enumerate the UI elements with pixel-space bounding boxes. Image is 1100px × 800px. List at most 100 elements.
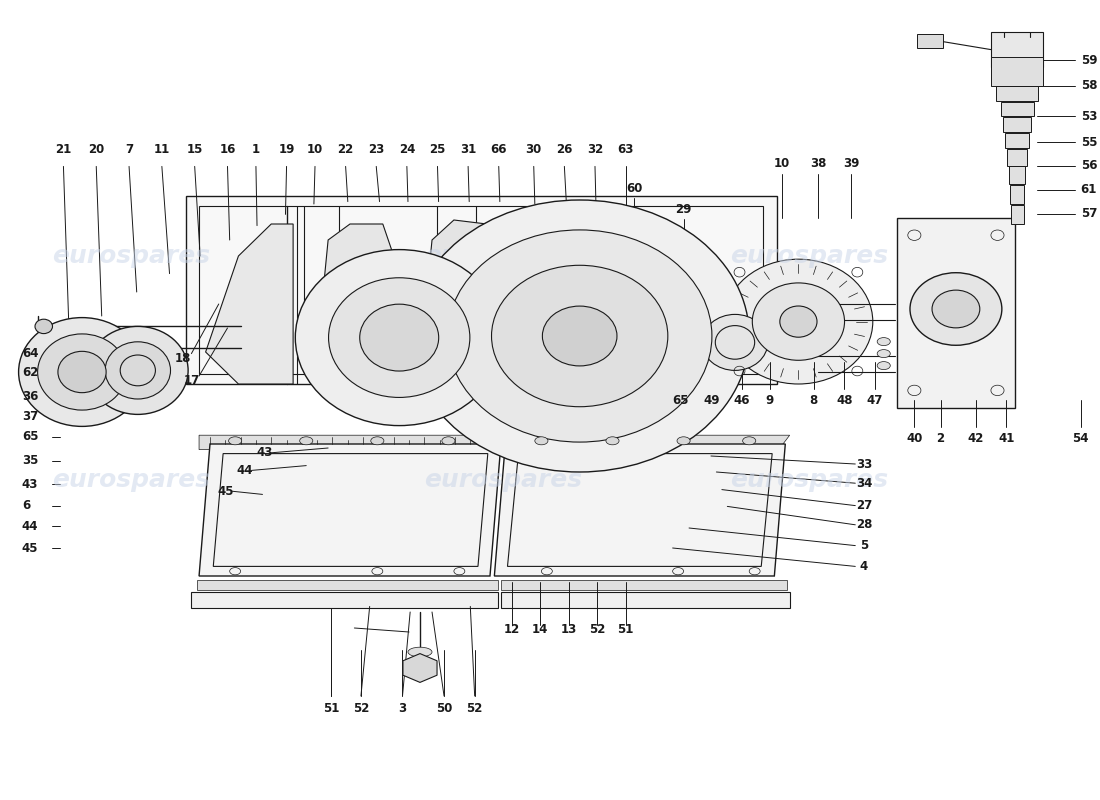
Text: 24: 24 [398,143,415,156]
Polygon shape [199,444,500,576]
Bar [916,34,943,48]
Text: 40: 40 [906,432,923,445]
Text: eurospares: eurospares [52,244,210,268]
Text: 1: 1 [252,143,260,156]
Text: 43: 43 [22,478,38,490]
Ellipse shape [448,230,712,442]
Text: 56: 56 [1080,159,1097,172]
Ellipse shape [410,200,749,472]
Text: 6: 6 [22,499,30,512]
Polygon shape [186,196,777,384]
Text: 15: 15 [187,143,202,156]
Text: 64: 64 [22,347,38,360]
Text: 49: 49 [704,394,720,406]
Polygon shape [492,435,790,450]
Polygon shape [317,224,394,384]
Bar [1011,205,1024,224]
Ellipse shape [742,437,756,445]
Text: 16: 16 [219,143,235,156]
Ellipse shape [329,278,470,398]
Text: 17: 17 [184,374,199,387]
Bar [997,86,1038,101]
Text: 29: 29 [675,203,692,216]
Text: 65: 65 [22,430,38,443]
Text: 39: 39 [843,158,859,170]
Polygon shape [199,435,503,450]
Ellipse shape [299,437,312,445]
Text: 2: 2 [936,432,945,445]
Text: 53: 53 [1080,110,1097,122]
Ellipse shape [492,266,668,406]
Text: 52: 52 [466,702,483,715]
Text: 66: 66 [491,143,507,156]
Polygon shape [206,224,293,384]
Text: 10: 10 [307,143,323,156]
Text: 25: 25 [429,143,446,156]
Polygon shape [197,580,497,590]
Bar [1005,133,1030,148]
Ellipse shape [606,437,619,445]
Text: 18: 18 [175,352,190,365]
Text: 14: 14 [532,623,549,636]
Ellipse shape [106,342,170,399]
Text: 32: 32 [587,143,603,156]
Ellipse shape [877,338,890,346]
Text: 31: 31 [460,143,476,156]
Ellipse shape [910,273,1002,346]
Ellipse shape [676,437,690,445]
Ellipse shape [408,647,432,657]
Text: 51: 51 [323,702,340,715]
Ellipse shape [780,306,817,338]
Ellipse shape [542,306,617,366]
Text: 63: 63 [617,143,634,156]
Text: eurospares: eurospares [730,468,889,492]
Text: 48: 48 [836,394,852,406]
Text: 23: 23 [368,143,384,156]
FancyBboxPatch shape [991,32,1044,67]
Text: 62: 62 [22,366,38,379]
Text: 10: 10 [774,158,790,170]
Text: 65: 65 [672,394,689,406]
Text: eurospares: eurospares [52,468,210,492]
Text: eurospares: eurospares [425,244,582,268]
Ellipse shape [442,437,455,445]
Ellipse shape [229,437,242,445]
Text: 34: 34 [856,477,872,490]
Ellipse shape [535,437,548,445]
Text: 60: 60 [626,182,642,195]
Text: 9: 9 [766,394,774,406]
Bar [1008,149,1027,166]
Bar [1001,102,1034,116]
Text: 36: 36 [22,390,38,403]
Bar [1009,166,1025,184]
Text: 44: 44 [22,520,38,533]
Text: 41: 41 [998,432,1014,445]
Text: 28: 28 [856,518,872,531]
Text: 13: 13 [561,623,576,636]
Text: 33: 33 [856,458,872,470]
Text: 55: 55 [1080,136,1097,149]
Bar [1003,117,1032,132]
Bar [1010,185,1024,204]
Text: 22: 22 [338,143,354,156]
Polygon shape [500,592,790,608]
Text: 45: 45 [22,542,38,554]
Text: 47: 47 [867,394,883,406]
Text: 8: 8 [810,394,818,406]
Text: 26: 26 [557,143,573,156]
Ellipse shape [35,319,53,334]
Ellipse shape [702,314,768,370]
Text: 54: 54 [1072,432,1089,445]
Text: 3: 3 [398,702,407,715]
Text: 20: 20 [88,143,104,156]
Text: 44: 44 [236,464,253,477]
Text: eurospares: eurospares [425,468,582,492]
Ellipse shape [371,437,384,445]
Polygon shape [421,220,497,384]
Ellipse shape [88,326,188,414]
Ellipse shape [295,250,503,426]
Ellipse shape [752,283,845,360]
Ellipse shape [724,259,872,384]
Text: 37: 37 [22,410,38,422]
Text: 19: 19 [278,143,295,156]
